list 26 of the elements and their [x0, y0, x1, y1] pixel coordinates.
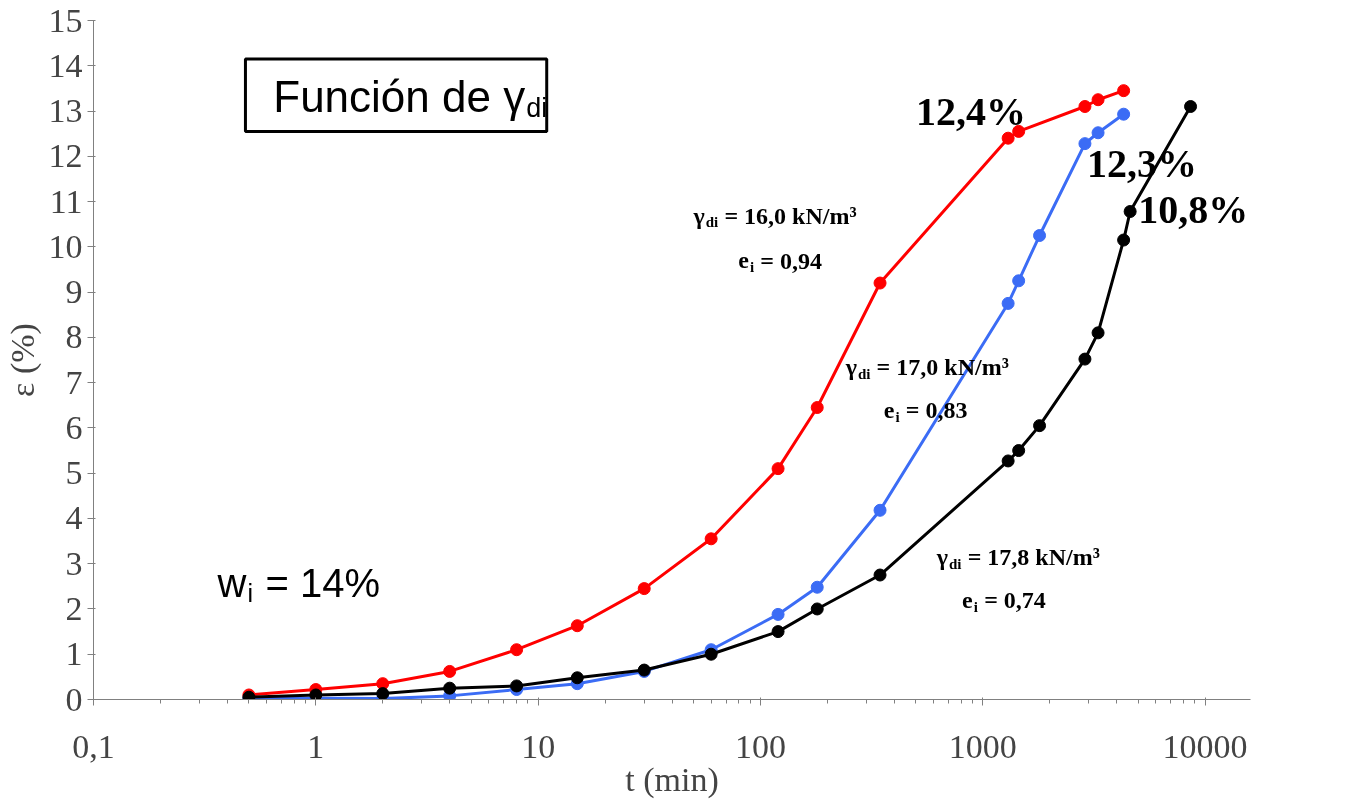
y-tick-label: 11 — [49, 182, 83, 220]
y-tick-label: 5 — [65, 454, 83, 492]
x-tick-label: 1 — [307, 727, 325, 765]
y-tick-label: 3 — [65, 544, 83, 582]
y-tick-label: 2 — [65, 589, 83, 627]
x-tick-label: 10 — [521, 727, 556, 765]
y-tick-label: 1 — [65, 635, 83, 673]
x-axis-title: t (min) — [625, 760, 719, 799]
annotation: 10,8% — [1138, 186, 1249, 232]
y-tick-label: 7 — [65, 363, 83, 401]
y-tick-label: 10 — [48, 227, 83, 265]
y-tick-label: 13 — [48, 92, 83, 130]
y-tick-label: 8 — [65, 318, 83, 356]
x-tick-label: 0,1 — [72, 727, 115, 765]
y-tick-label: 4 — [65, 499, 83, 537]
y-tick-label: 9 — [65, 273, 83, 311]
y-tick-label: 0 — [65, 680, 83, 718]
x-tick-label: 10000 — [1162, 727, 1248, 765]
y-tick-label: 14 — [48, 46, 83, 84]
y-axis-title: ε (%) — [3, 323, 42, 397]
annotation: 12,4% — [916, 89, 1027, 135]
x-tick-label: 1000 — [948, 727, 1017, 765]
y-tick-label: 15 — [48, 1, 83, 39]
y-tick-label: 12 — [48, 137, 83, 175]
x-tick-label: 100 — [734, 727, 786, 765]
y-tick-label: 6 — [65, 408, 83, 446]
